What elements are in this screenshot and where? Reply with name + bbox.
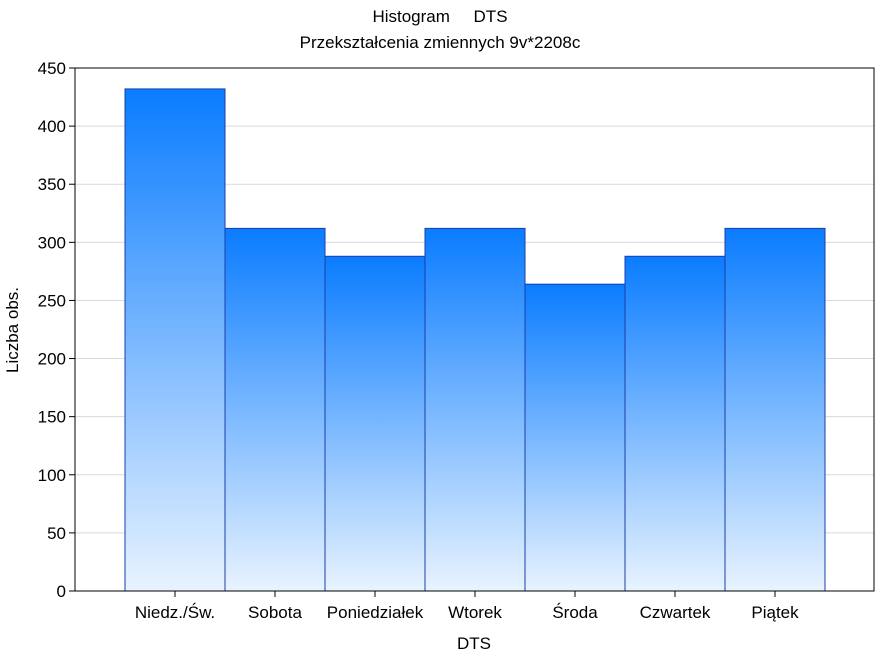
y-tick-label-300: 300 [38,233,66,252]
chart-subtitle: Przekształcenia zmiennych 9v*2208c [300,33,581,52]
y-tick-label-50: 50 [47,524,66,543]
x-axis-ticks: Niedz./Św. Sobota Poniedziałek Wtorek Środa C… [135,591,799,622]
bar-0 [124,88,226,592]
y-tick-label-400: 400 [38,117,66,136]
x-tick-label-3: Wtorek [448,603,502,622]
bar-1 [224,227,326,592]
bar-6 [724,227,826,592]
x-tick-label-6: Piątek [751,603,799,622]
chart-title: Histogram DTS [372,7,507,26]
x-axis-label: DTS [457,634,491,653]
y-tick-label-150: 150 [38,408,66,427]
x-tick-label-4: Środa [552,603,598,622]
bar-4 [524,283,626,592]
x-tick-label-1: Sobota [248,603,302,622]
y-tick-label-0: 0 [57,582,66,601]
y-axis-label: Liczba obs. [3,287,22,373]
bar-3 [424,227,526,592]
bar-2 [324,255,426,592]
y-tick-label-200: 200 [38,350,66,369]
y-tick-label-250: 250 [38,291,66,310]
y-axis-ticks: 0 50 100 150 200 250 300 350 400 450 [38,59,75,601]
y-tick-label-100: 100 [38,466,66,485]
bars [124,88,826,592]
bar-5 [624,255,726,592]
x-tick-label-2: Poniedziałek [327,603,424,622]
x-tick-label-0: Niedz./Św. [135,603,215,622]
y-tick-label-350: 350 [38,175,66,194]
x-tick-label-5: Czwartek [640,603,711,622]
y-tick-label-450: 450 [38,59,66,78]
